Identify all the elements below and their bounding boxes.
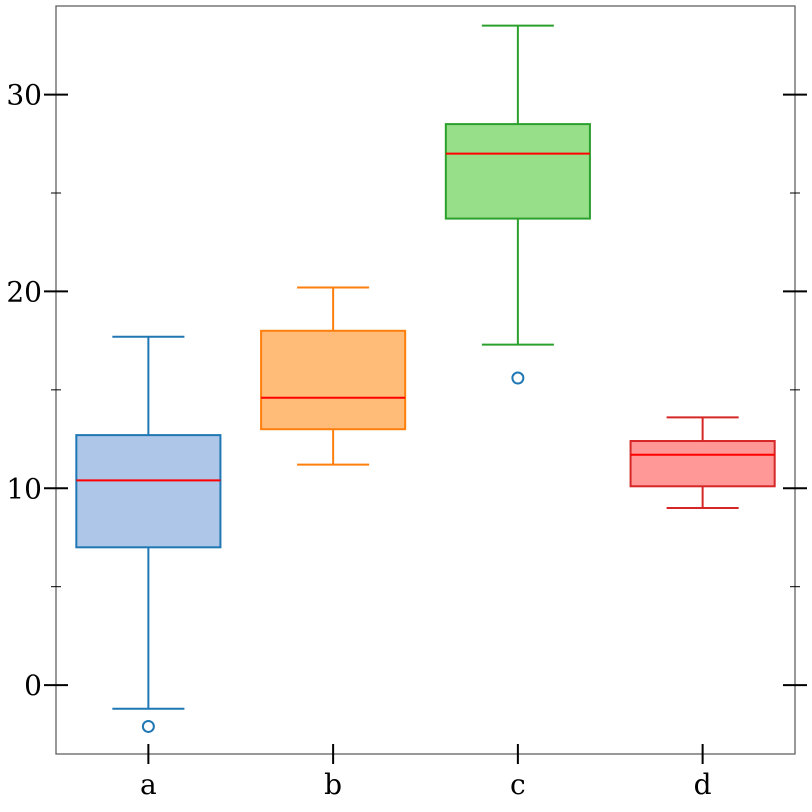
box-b <box>260 286 407 466</box>
outlier-point-c-0 <box>511 371 525 385</box>
box-d <box>629 416 776 509</box>
plot-frame <box>55 5 796 755</box>
box-body-b <box>260 329 407 431</box>
outlier-point-a-0 <box>141 719 155 733</box>
box-body-d <box>629 440 776 488</box>
plot-layer <box>75 24 776 733</box>
x-tick-label-a: a <box>140 768 157 801</box>
y-tick-label-20: 20 <box>6 275 42 308</box>
x-tick-label-c: c <box>510 768 526 801</box>
box-body-a <box>75 434 222 549</box>
y-tick-label-10: 10 <box>6 472 42 505</box>
x-tick-label-b: b <box>324 768 342 801</box>
box-body-c <box>444 123 591 220</box>
axis-layer: a b c d 0 10 20 30 <box>6 79 807 801</box>
y-tick-label-30: 30 <box>6 79 42 112</box>
x-tick-label-d: d <box>694 768 712 801</box>
box-c <box>444 24 591 385</box>
y-tick-label-0: 0 <box>24 669 42 702</box>
box-a <box>75 335 222 733</box>
